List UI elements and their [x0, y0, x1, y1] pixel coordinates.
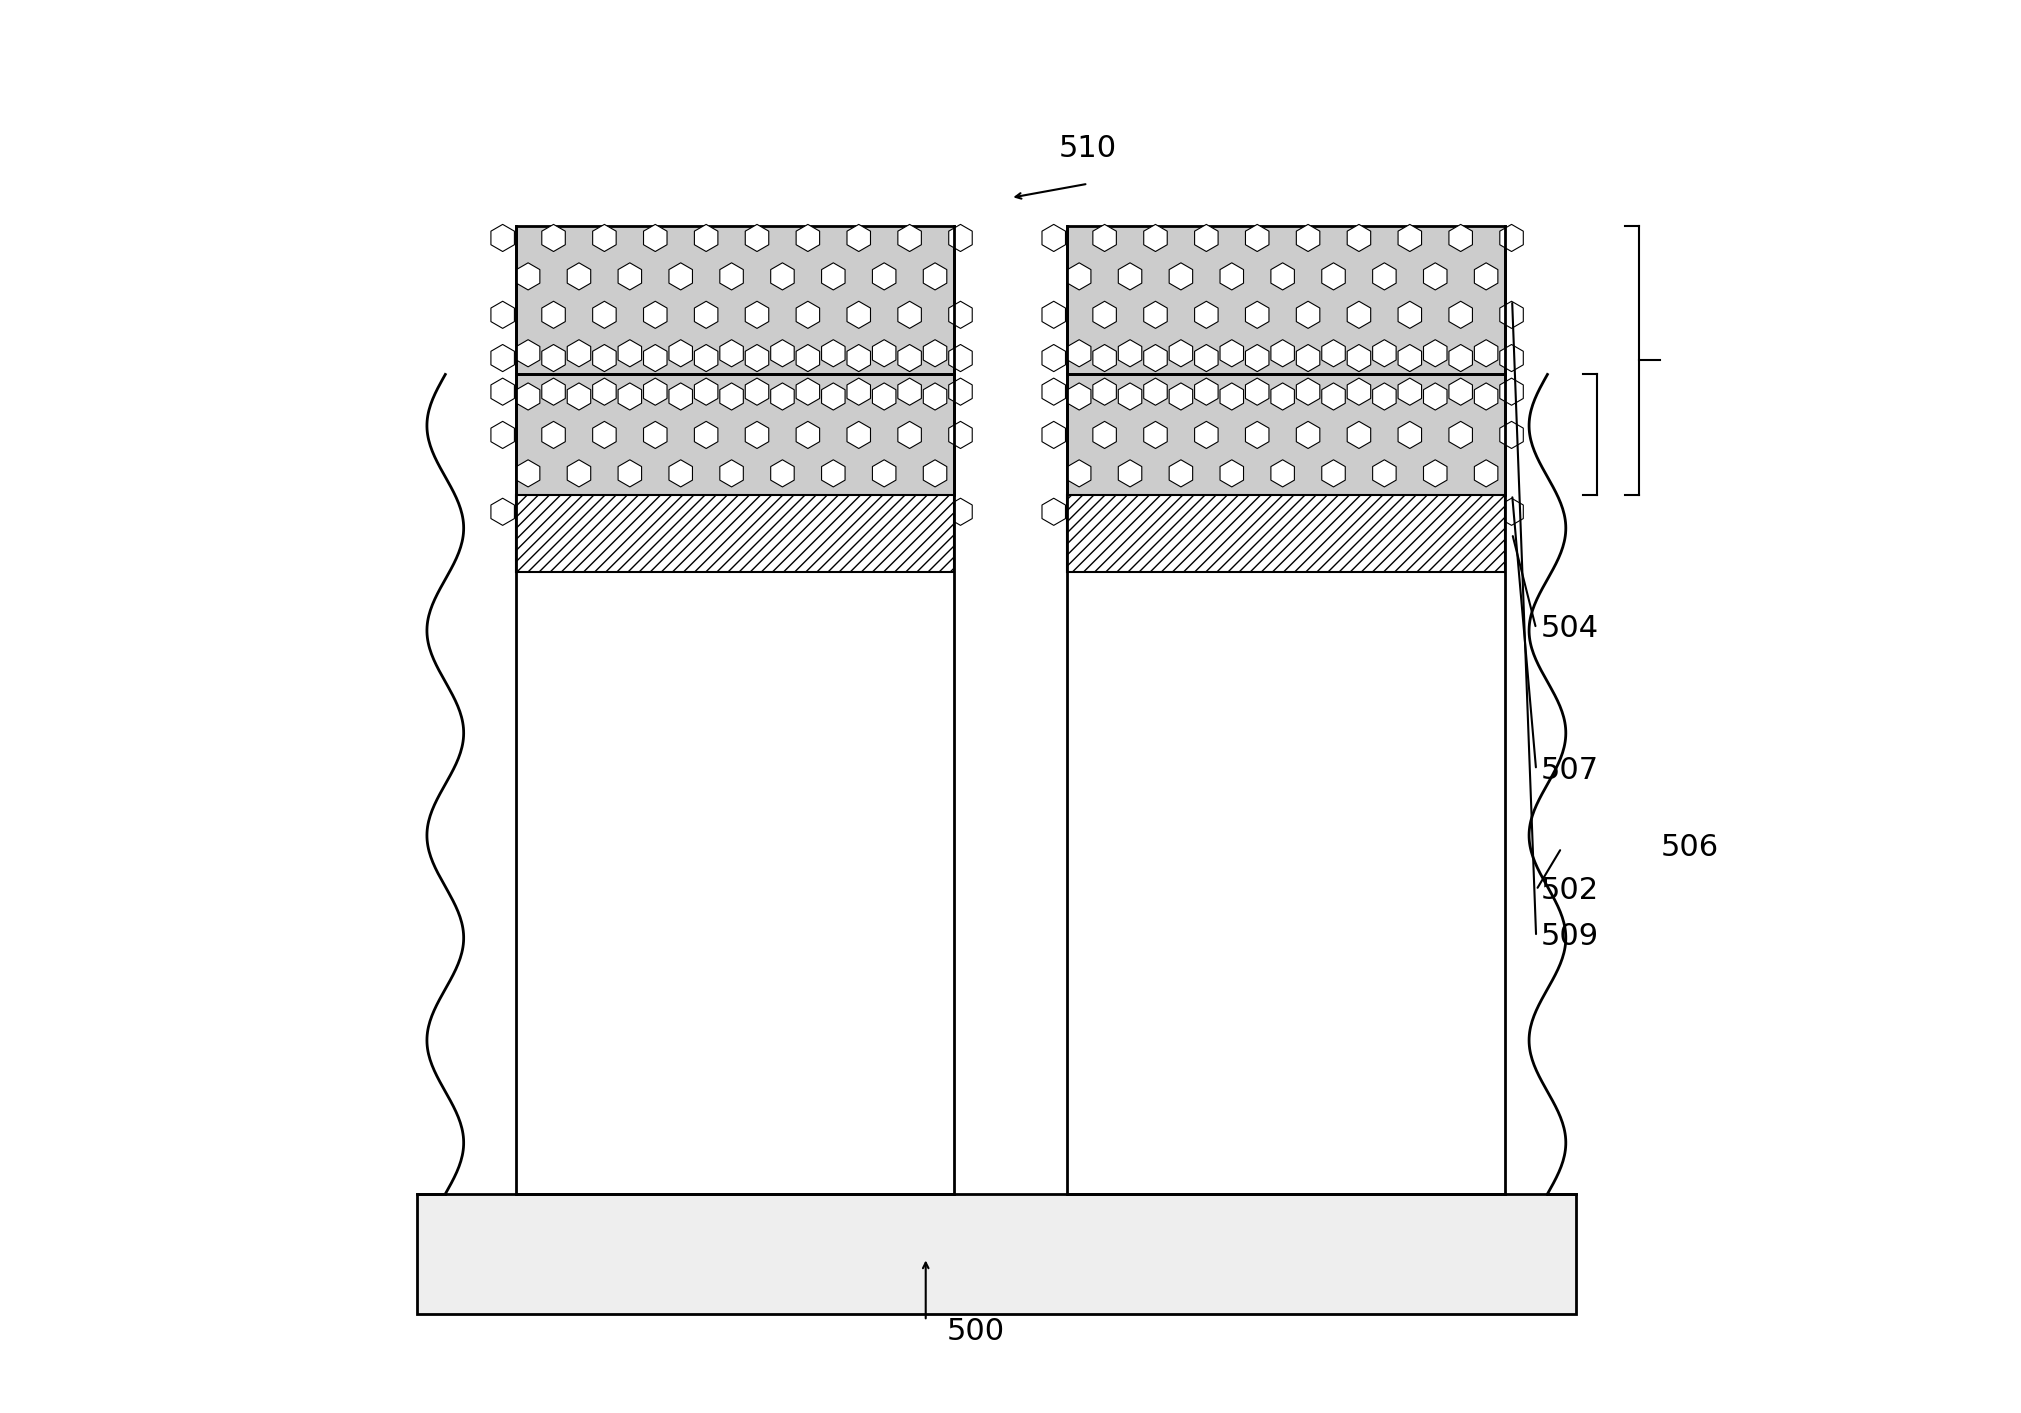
Bar	[515, 226, 954, 374]
Text: 509: 509	[1540, 923, 1599, 951]
Bar	[1067, 226, 1506, 374]
Bar	[515, 495, 954, 572]
Text: 506: 506	[1661, 834, 1718, 862]
Bar	[515, 374, 954, 495]
Bar	[515, 572, 1506, 1194]
Text: 510: 510	[1059, 134, 1118, 162]
Bar	[1067, 495, 1506, 572]
Bar	[1067, 374, 1506, 495]
Text: 500: 500	[948, 1317, 1004, 1345]
Text: 507: 507	[1540, 756, 1599, 784]
Bar	[416, 1194, 1576, 1314]
Text: 502: 502	[1540, 876, 1599, 904]
Bar	[1506, 572, 1548, 1194]
Text: 504: 504	[1540, 615, 1599, 643]
Bar	[445, 572, 515, 1194]
